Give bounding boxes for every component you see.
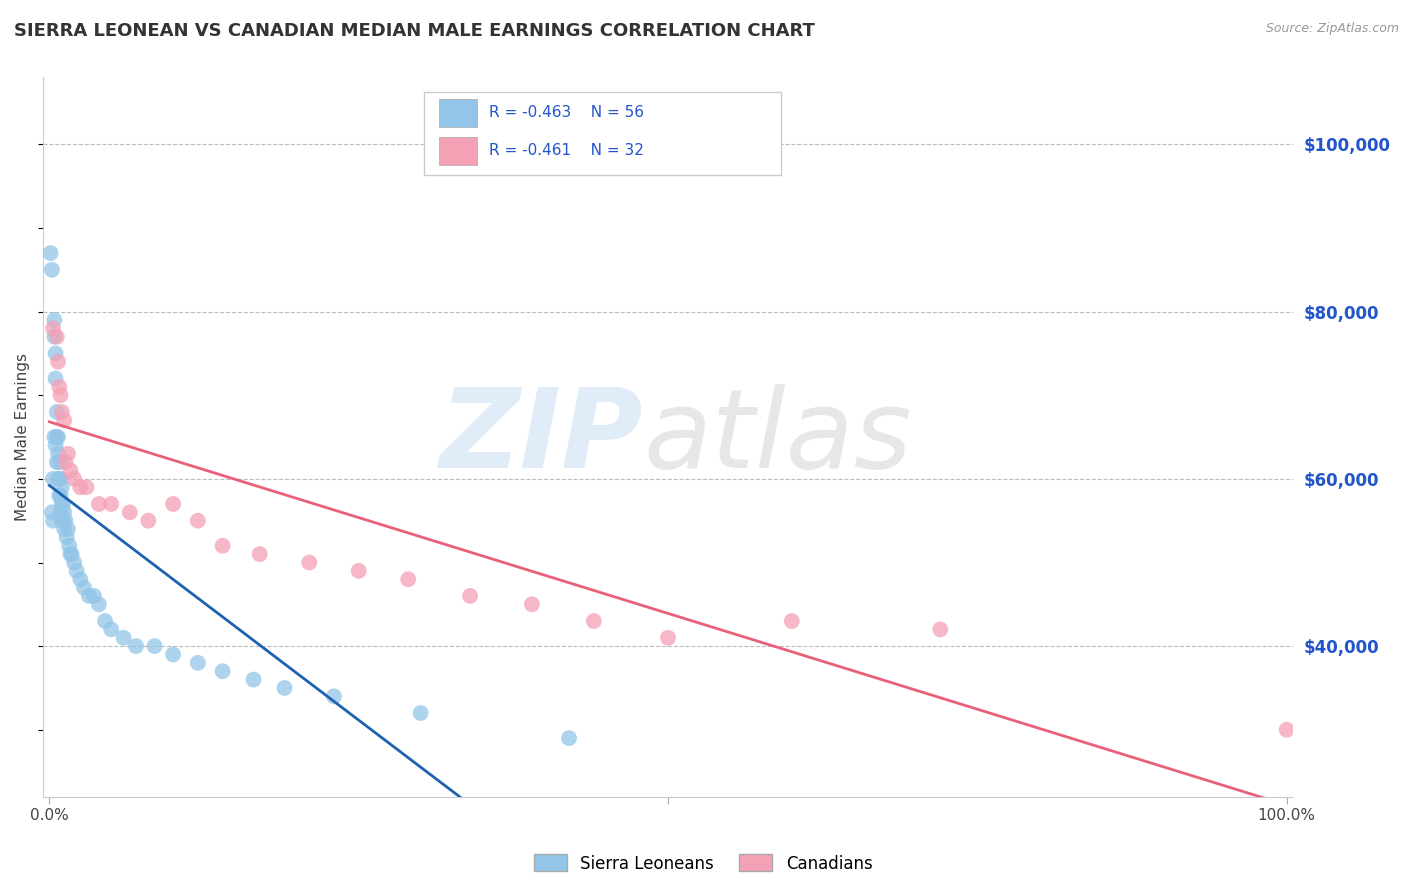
Point <box>45 430 67 444</box>
Point <box>100 497 122 511</box>
Point <box>273 681 295 695</box>
Text: Source: ZipAtlas.com: Source: ZipAtlas.com <box>1265 22 1399 36</box>
Point <box>46 355 69 369</box>
Point <box>42 514 65 528</box>
Point <box>211 664 233 678</box>
Point <box>76 480 98 494</box>
Point <box>46 472 69 486</box>
Point <box>45 371 67 385</box>
Point <box>63 472 86 486</box>
Point <box>48 472 70 486</box>
Point <box>458 589 481 603</box>
Point <box>60 547 83 561</box>
Point <box>69 572 91 586</box>
Point <box>582 614 605 628</box>
Point <box>298 556 321 570</box>
Point <box>52 514 75 528</box>
Point <box>45 346 67 360</box>
Point <box>48 489 70 503</box>
Point <box>409 706 432 720</box>
Point <box>323 690 346 704</box>
Point <box>396 572 419 586</box>
Text: R = -0.461    N = 32: R = -0.461 N = 32 <box>489 144 644 159</box>
Point <box>53 413 76 427</box>
Point <box>138 514 160 528</box>
Point <box>187 656 209 670</box>
Point <box>46 447 69 461</box>
Point <box>63 556 86 570</box>
Bar <box>439 99 477 127</box>
Legend: Sierra Leoneans, Canadians: Sierra Leoneans, Canadians <box>527 847 879 880</box>
Point <box>51 405 73 419</box>
Point <box>52 497 75 511</box>
Point <box>56 522 79 536</box>
Point <box>347 564 370 578</box>
Point <box>657 631 679 645</box>
Point <box>162 497 184 511</box>
Point <box>56 447 79 461</box>
Point <box>48 380 70 394</box>
Point <box>42 472 65 486</box>
Bar <box>439 137 477 165</box>
Point <box>51 480 73 494</box>
Point <box>46 430 69 444</box>
Point <box>49 489 72 503</box>
Point <box>45 405 67 419</box>
Point <box>58 539 80 553</box>
Point <box>41 262 63 277</box>
Point <box>51 497 73 511</box>
Point <box>558 731 581 746</box>
Point <box>187 514 209 528</box>
Point <box>49 505 72 519</box>
Text: atlas: atlas <box>643 384 911 491</box>
Point <box>59 547 82 561</box>
Point <box>211 539 233 553</box>
Point <box>39 246 62 260</box>
Point <box>49 472 72 486</box>
Point <box>44 313 66 327</box>
Point <box>45 455 67 469</box>
Point <box>55 455 77 469</box>
Bar <box>425 92 780 175</box>
Point <box>48 455 70 469</box>
Point <box>520 597 543 611</box>
Point <box>83 589 105 603</box>
Point <box>55 530 77 544</box>
Point <box>780 614 803 628</box>
Point <box>42 321 65 335</box>
Point <box>87 497 110 511</box>
Point <box>53 522 76 536</box>
Point <box>49 388 72 402</box>
Point <box>143 639 166 653</box>
Point <box>41 505 63 519</box>
Point <box>59 463 82 477</box>
Point <box>51 514 73 528</box>
Point <box>44 430 66 444</box>
Point <box>53 505 76 519</box>
Text: ZIP: ZIP <box>440 384 643 491</box>
Text: R = -0.463    N = 56: R = -0.463 N = 56 <box>489 105 644 120</box>
Point <box>77 589 100 603</box>
Point <box>118 505 141 519</box>
Point <box>242 673 264 687</box>
Y-axis label: Median Male Earnings: Median Male Earnings <box>15 353 30 521</box>
Point <box>65 564 87 578</box>
Point <box>929 623 952 637</box>
Point <box>44 329 66 343</box>
Point <box>249 547 271 561</box>
Point <box>1275 723 1298 737</box>
Point <box>112 631 135 645</box>
Point <box>87 597 110 611</box>
Point <box>69 480 91 494</box>
Point <box>125 639 148 653</box>
Point <box>45 329 67 343</box>
Point <box>100 623 122 637</box>
Text: SIERRA LEONEAN VS CANADIAN MEDIAN MALE EARNINGS CORRELATION CHART: SIERRA LEONEAN VS CANADIAN MEDIAN MALE E… <box>14 22 815 40</box>
Point <box>45 438 67 452</box>
Point <box>55 514 77 528</box>
Point <box>162 648 184 662</box>
Point <box>94 614 117 628</box>
Point <box>73 581 96 595</box>
